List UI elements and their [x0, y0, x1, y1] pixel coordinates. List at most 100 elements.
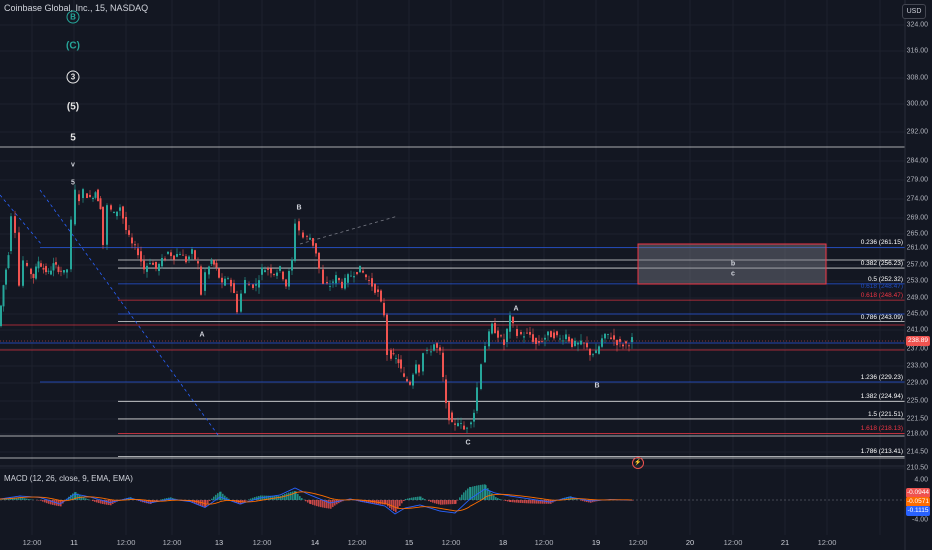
- macd-hist-bar: [146, 500, 148, 504]
- currency-button[interactable]: USD: [902, 4, 926, 19]
- macd-hist-bar: [586, 500, 588, 503]
- candle-body: [318, 252, 320, 269]
- price-tick: 308.00: [906, 74, 928, 82]
- candle-body: [26, 262, 28, 266]
- candle-body: [45, 266, 47, 273]
- macd-hist-bar: [26, 498, 28, 500]
- target-zone-box[interactable]: [637, 243, 827, 285]
- clock-icon[interactable]: ⚡: [632, 457, 644, 469]
- candle-body: [131, 237, 133, 244]
- macd-hist-bar: [518, 500, 520, 503]
- candle-body: [616, 340, 618, 346]
- candle-body: [137, 248, 139, 256]
- wave-circled-3[interactable]: 3: [66, 70, 80, 84]
- trendline-dashed: [39, 189, 219, 436]
- macd-hist-bar: [286, 493, 288, 500]
- candle-body: [285, 279, 287, 287]
- wave-box-c[interactable]: c: [731, 270, 735, 278]
- candle-body: [335, 275, 337, 284]
- candle-body: [14, 216, 16, 233]
- wave-b-2[interactable]: B: [594, 382, 600, 390]
- candle-body: [210, 260, 213, 264]
- price-tick: 300.00: [906, 100, 928, 108]
- macd-hist-bar: [320, 500, 322, 508]
- macd-hist-bar: [540, 500, 542, 504]
- candle-body: [66, 269, 68, 273]
- macd-hist-bar: [222, 493, 224, 500]
- candle-body: [403, 373, 405, 377]
- wave-circled-b[interactable]: B: [66, 10, 80, 24]
- macd-hist-bar: [632, 500, 634, 501]
- candle-body: [146, 265, 148, 272]
- wave-5[interactable]: 5: [70, 132, 76, 144]
- time-tick: 14: [310, 538, 320, 547]
- macd-hist-bar: [417, 496, 419, 500]
- time-tick: 19: [591, 538, 601, 547]
- macd-hist-bar: [482, 484, 484, 500]
- candle-body: [532, 334, 534, 342]
- candle-body: [267, 268, 269, 270]
- macd-hist-bar: [538, 500, 540, 504]
- wave-b-1[interactable]: B: [296, 204, 302, 212]
- wave-box-b[interactable]: b: [730, 260, 736, 268]
- wave-s[interactable]: 5: [71, 179, 75, 187]
- macd-hist-bar: [215, 494, 217, 500]
- wave-a-1[interactable]: A: [199, 331, 205, 339]
- candle-body: [544, 337, 546, 340]
- wave-c-1[interactable]: C: [465, 439, 471, 447]
- candle-body: [484, 345, 486, 363]
- candle-body: [418, 364, 420, 373]
- macd-hist-bar: [148, 500, 150, 504]
- macd-hist-bar: [405, 498, 407, 500]
- wave-paren-5[interactable]: (5): [66, 101, 80, 113]
- candle-body: [415, 364, 417, 374]
- candle-body: [601, 338, 603, 347]
- macd-hist-bar: [532, 500, 534, 504]
- candle-body: [18, 232, 20, 286]
- macd-hist-bar: [324, 500, 326, 508]
- macd-hist-bar: [301, 498, 303, 500]
- candle-body: [386, 314, 388, 355]
- macd-hist-bar: [584, 500, 586, 502]
- candle-body: [102, 206, 104, 245]
- macd-badge-b: -0.0571: [906, 497, 930, 507]
- candle-body: [288, 270, 290, 287]
- macd-hist-bar: [297, 493, 299, 500]
- candle-body: [204, 272, 206, 291]
- macd-hist-bar: [542, 500, 544, 504]
- candle-body: [497, 330, 499, 338]
- macd-hist-bar: [30, 499, 32, 500]
- candle-body: [55, 262, 57, 265]
- macd-hist-bar: [336, 500, 338, 505]
- candle-body: [92, 197, 94, 200]
- candle-body: [433, 344, 435, 351]
- wave-paren-c[interactable]: (C): [66, 40, 80, 52]
- macd-hist-bar: [570, 496, 572, 500]
- price-tick: 284.00: [906, 157, 928, 165]
- macd-hist-bar: [18, 497, 20, 500]
- macd-hist-bar: [411, 497, 413, 500]
- candle-body: [50, 270, 52, 275]
- wave-a-2[interactable]: A: [513, 305, 519, 313]
- candle-body: [613, 335, 615, 340]
- macd-hist-bar: [314, 500, 316, 506]
- candle-body: [451, 412, 453, 423]
- candle-body: [110, 205, 112, 210]
- candle-body: [445, 379, 447, 404]
- candle-body: [350, 275, 352, 277]
- macd-hist-bar: [422, 497, 424, 500]
- candle-body: [173, 255, 175, 260]
- price-tick: 249.00: [906, 294, 928, 302]
- candle-body: [562, 340, 564, 342]
- candle-body: [473, 412, 475, 422]
- candle-body: [607, 333, 609, 335]
- fib-label: 0.786 (243.09): [860, 313, 903, 321]
- candle-body: [329, 286, 331, 287]
- candle-body: [32, 273, 35, 278]
- time-tick: 12:00: [817, 538, 837, 547]
- time-tick: 12:00: [252, 538, 272, 547]
- macd-hist-bar: [194, 500, 196, 504]
- wave-v[interactable]: v: [71, 161, 75, 169]
- macd-hist-bar: [228, 498, 230, 500]
